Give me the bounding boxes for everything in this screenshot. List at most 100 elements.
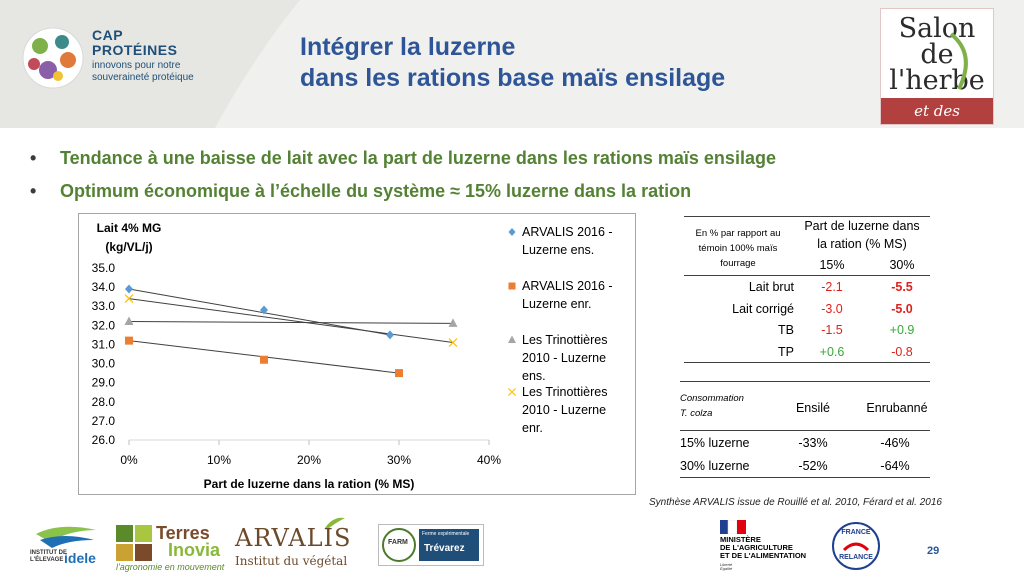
ministere-line3: ET DE L'ALIMENTATION <box>720 551 807 560</box>
table-cell: -33% <box>798 436 828 450</box>
bullet-list: • Tendance à une baisse de lait avec la … <box>30 142 776 208</box>
table-cell: Part de luzerne dans <box>804 219 920 233</box>
data-point-series-1 <box>125 284 133 294</box>
table-cell: TP <box>778 344 794 359</box>
y-axis-label-line2: (kg/VL/j) <box>105 240 152 254</box>
y-tick-label: 29.0 <box>92 376 116 390</box>
y-tick-label: 28.0 <box>92 395 116 409</box>
relance-line1: FRANCE <box>841 529 871 536</box>
x-axis-label: Part de luzerne dans la ration (% MS) <box>204 477 415 491</box>
legend-label-series-2: Luzerne enr. <box>522 297 592 311</box>
relance-line2: RELANCE <box>839 554 873 561</box>
x-tick-label: 10% <box>207 453 231 467</box>
data-point-series-1 <box>386 330 394 340</box>
milk-yield-chart: Lait 4% MG (kg/VL/j) 26.0 27.0 28.0 29.0 30.0… <box>78 213 636 495</box>
cap-tagline-line2: souveraineté protéique <box>92 72 194 83</box>
bullet-text: Optimum économique à l’échelle du systèm… <box>60 181 692 201</box>
table-cell: Ensilé <box>795 401 831 415</box>
y-tick-label: 32.0 <box>92 318 116 332</box>
table-cell: 30% <box>889 258 915 272</box>
motto-2: Égalité <box>720 566 733 571</box>
arvalis-tagline: Institut du végétal <box>235 554 348 568</box>
table-cell: TB <box>778 323 794 337</box>
arvalis-leaf-icon <box>325 517 345 528</box>
y-tick-label: 34.0 <box>92 280 116 294</box>
table-rule <box>684 362 930 363</box>
table-cell: Enrubanné <box>866 401 928 415</box>
table-cell: 15% <box>819 258 845 272</box>
ministere-line2: DE L'AGRICULTURE <box>720 543 793 552</box>
y-tick-label: 27.0 <box>92 414 116 428</box>
table-cell: la ration (% MS) <box>817 237 907 251</box>
cap-logo-line2: PROTÉINES <box>92 42 178 58</box>
page-title-line2: dans les rations base maïs ensilage <box>300 64 726 92</box>
y-tick-label: 33.0 <box>92 299 116 313</box>
idele-line2: L'ÉLEVAGE <box>30 557 64 563</box>
page-number: 29 <box>927 545 940 557</box>
y-tick-label: 35.0 <box>92 261 116 275</box>
x-tick-label: 30% <box>387 453 411 467</box>
y-tick-label: 26.0 <box>92 433 116 447</box>
table-rule <box>680 381 930 382</box>
table-cell: En % par rapport au <box>695 228 781 239</box>
arvalis-brand: ARVALIS <box>235 524 352 552</box>
legend-label-series-3: ens. <box>522 369 546 383</box>
terres-line1: Terres <box>156 523 210 543</box>
salon-herbe-logo: Salon de l'herbe et des fourrages <box>880 8 994 146</box>
table-cell: Consommation <box>680 393 744 404</box>
salon-logo-line2: de <box>920 39 954 70</box>
table-cell: -3.0 <box>821 301 843 316</box>
legend-label-series-1: Luzerne ens. <box>522 243 594 257</box>
data-point-series-4 <box>448 338 458 347</box>
cap-proteines-name: CAP PROTÉINES <box>92 28 177 58</box>
legend-label-series-3: Les Trinottières <box>522 333 607 347</box>
cap-proteines-emblem-icon <box>22 27 84 89</box>
legend-label-series-4: Les Trinottières <box>522 385 607 399</box>
table-cell: -5.0 <box>891 301 913 316</box>
france-relance-badge-icon <box>832 522 880 570</box>
table-cell: -1.5 <box>821 323 843 337</box>
table-rule <box>684 275 930 276</box>
table-cell: +0.9 <box>889 323 915 337</box>
data-point-series-2 <box>395 369 403 378</box>
farm-emblem-icon <box>382 528 416 562</box>
farm-brand: FARM <box>388 539 408 546</box>
source-note: Synthèse ARVALIS issue de Rouillé et al.… <box>649 497 942 508</box>
table-rule <box>684 216 930 217</box>
bullet-text: Tendance à une baisse de lait avec la pa… <box>60 148 776 168</box>
legend-label-series-4: 2010 - Luzerne <box>522 403 606 417</box>
arvalis-logo: ARVALIS Institut du végétal <box>233 516 351 572</box>
table-cell: -52% <box>798 459 828 473</box>
legend-marker-series-3 <box>508 335 516 343</box>
legend-marker-series-2 <box>508 282 516 290</box>
data-point-series-3 <box>124 316 134 326</box>
salon-leaf-icon <box>949 32 968 90</box>
trendline-series-3 <box>128 321 454 324</box>
idele-emblem-icon <box>36 526 96 548</box>
bullet-item: • Optimum économique à l’échelle du syst… <box>30 175 776 208</box>
table-cell: 15% luzerne <box>680 436 750 450</box>
data-point-series-4 <box>124 294 134 304</box>
idele-logo: INSTITUT DE L'ÉLEVAGE idele <box>30 520 102 568</box>
table-cell: T. colza <box>680 408 713 419</box>
trendline-series-1 <box>128 288 391 336</box>
legend-marker-series-1 <box>508 228 516 236</box>
table-cell: Lait brut <box>748 280 794 294</box>
france-relance-logo: FRANCE RELANCE <box>830 520 882 572</box>
marianne-flag-icon <box>720 520 746 534</box>
x-tick-label: 20% <box>297 453 321 467</box>
terres-tagline: l'agronomie en mouvement <box>116 562 225 572</box>
table-cell: -5.5 <box>891 280 913 294</box>
salon-logo-line3: l'herbe <box>889 65 985 96</box>
table-cell: fourrage <box>720 258 756 269</box>
y-tick-label: 30.0 <box>92 357 116 371</box>
farm-trevarez-logo: FARM Ferme expérimentale Trévarez <box>378 524 484 566</box>
legend-label-series-1: ARVALIS 2016 - <box>522 225 613 239</box>
legend-marker-series-4 <box>508 388 516 396</box>
salon-logo-band: et des fourrages <box>881 98 993 146</box>
page-title-line1: Intégrer la luzerne <box>300 33 516 61</box>
data-point-series-2 <box>260 355 268 364</box>
data-point-series-3 <box>448 318 458 327</box>
cap-proteines-logo <box>18 18 198 98</box>
farm-name: Trévarez <box>424 543 465 554</box>
